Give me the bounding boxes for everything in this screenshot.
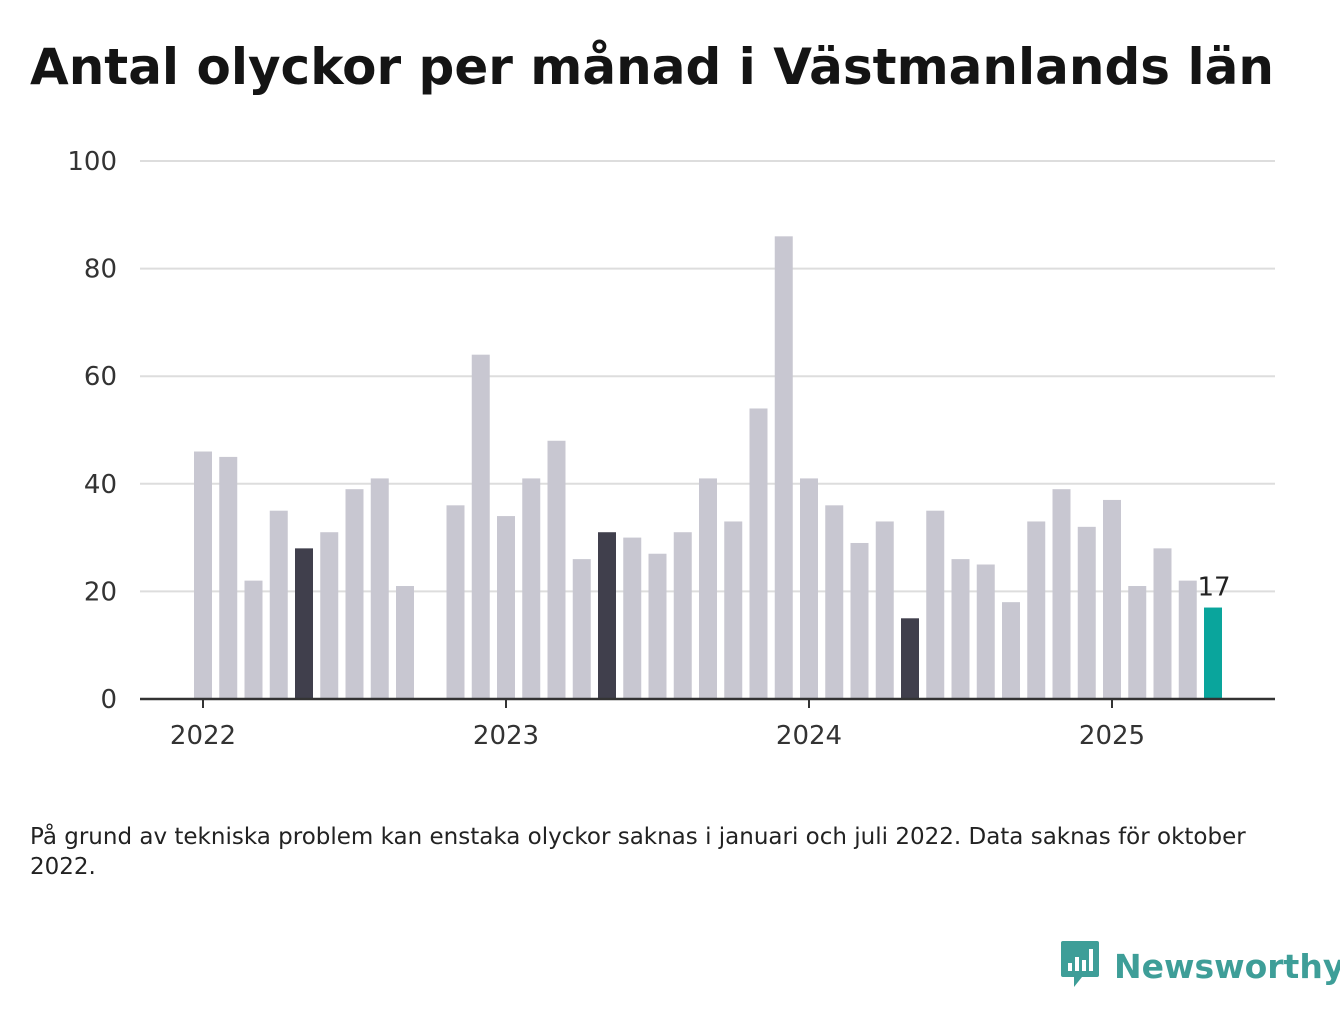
- bar: [497, 516, 515, 699]
- bar-latest: [1204, 607, 1222, 699]
- latest-value-label: 17: [1197, 573, 1230, 603]
- y-tick-label: 80: [84, 255, 117, 285]
- annotations: 17: [1197, 573, 1230, 603]
- bar: [194, 451, 212, 699]
- bar: [699, 478, 717, 699]
- bar: [547, 440, 566, 699]
- footnote: På grund av tekniska problem kan enstaka…: [30, 824, 1246, 880]
- brand-name: Newsworthy: [1114, 946, 1340, 986]
- bar: [774, 236, 793, 699]
- bar: [951, 559, 970, 699]
- y-tick-label: 60: [84, 362, 117, 392]
- x-axis-tick-labels: 2022 2023 2024 2025: [170, 721, 1145, 751]
- bar: [244, 580, 263, 699]
- y-tick-label: 20: [84, 577, 117, 607]
- bar: [1027, 521, 1046, 699]
- bar-chart: 0 20 40 60 80 100 2022 2023 2024 2025 17: [67, 147, 1275, 751]
- bar: [976, 564, 995, 699]
- bar-highlight: [598, 532, 616, 699]
- bar: [1128, 586, 1147, 699]
- y-tick-label: 40: [84, 470, 117, 500]
- bar: [345, 489, 364, 699]
- bar: [1153, 548, 1172, 699]
- brand-logo[interactable]: Newsworthy: [1060, 940, 1340, 992]
- bar: [370, 478, 389, 699]
- bar: [825, 505, 844, 699]
- bar: [572, 559, 591, 699]
- bar: [1103, 499, 1121, 699]
- chart-title: Antal olyckor per månad i Västmanlands l…: [30, 38, 1274, 96]
- bar: [749, 408, 768, 699]
- newsworthy-bar-chart-bubble-icon: [1060, 939, 1100, 993]
- x-tick-label: 2024: [776, 721, 842, 751]
- bar: [623, 537, 642, 699]
- x-tick-label: 2025: [1079, 721, 1145, 751]
- bar: [648, 553, 667, 699]
- x-axis: [140, 697, 1275, 708]
- bar: [269, 510, 288, 699]
- bar: [1178, 580, 1197, 699]
- bar: [875, 521, 894, 699]
- y-tick-label: 100: [67, 147, 117, 177]
- bar: [724, 521, 743, 699]
- y-tick-label: 0: [100, 685, 117, 715]
- bar-highlight: [295, 548, 313, 699]
- bar: [926, 510, 945, 699]
- y-axis-tick-labels: 0 20 40 60 80 100: [67, 147, 117, 715]
- bar: [1077, 526, 1096, 699]
- bar: [850, 542, 869, 699]
- bar-highlight: [901, 618, 919, 699]
- bar: [1052, 489, 1071, 699]
- bar: [320, 532, 339, 699]
- bar: [396, 586, 414, 699]
- bar: [673, 532, 692, 699]
- x-tick-label: 2022: [170, 721, 236, 751]
- bars: [194, 236, 1222, 699]
- bar: [800, 478, 818, 699]
- bar: [219, 456, 238, 699]
- bar: [1002, 602, 1020, 699]
- bar: [471, 354, 490, 699]
- x-tick-label: 2023: [473, 721, 539, 751]
- bar: [446, 505, 465, 699]
- bar: [522, 478, 541, 699]
